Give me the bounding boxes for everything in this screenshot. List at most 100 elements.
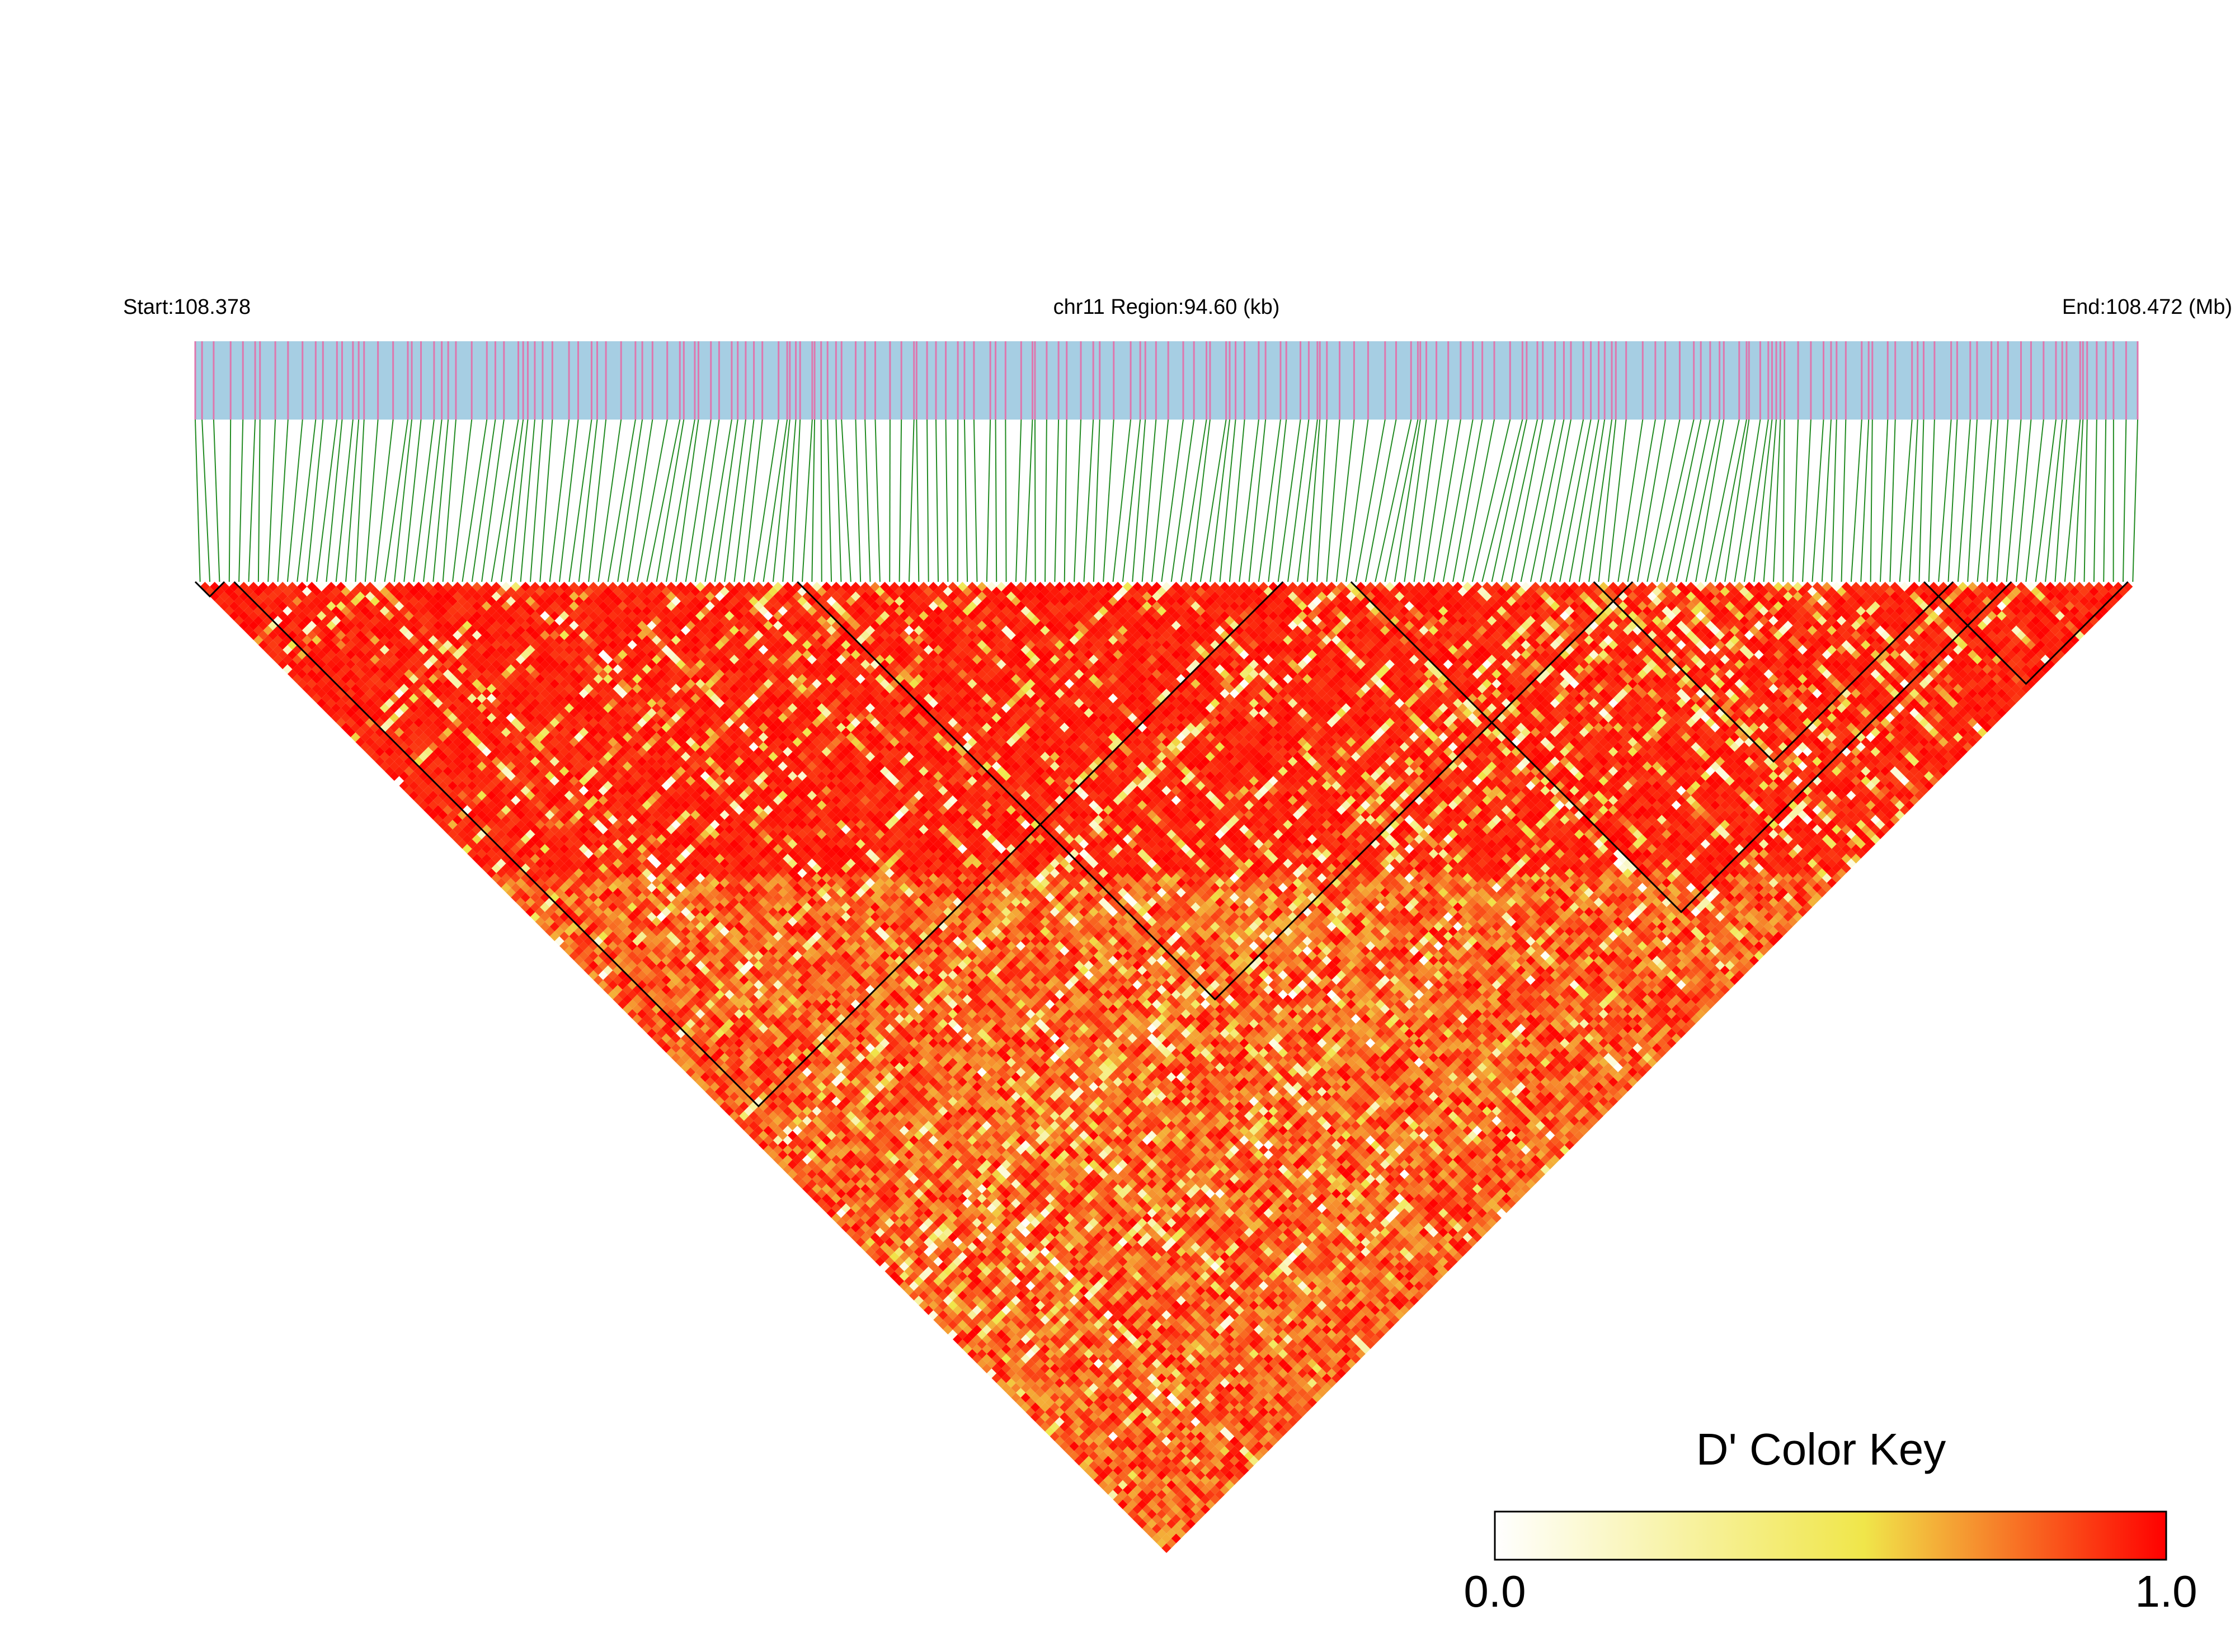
ld-cell (841, 1203, 851, 1213)
snp-connector-line (1782, 419, 1785, 582)
ld-cell (1156, 1519, 1166, 1529)
ld-cell (1127, 1509, 1137, 1519)
snp-connector-line (1850, 419, 1862, 582)
ld-cell (836, 1208, 846, 1218)
snp-connector-line (1297, 419, 1318, 582)
snp-connector-line (1928, 419, 1935, 582)
ld-cell (482, 844, 492, 854)
ld-cell (894, 1266, 905, 1277)
ld-cell (578, 941, 589, 951)
ld-cell (443, 805, 453, 815)
ld-cell (472, 825, 482, 835)
ld-cell (783, 1145, 793, 1155)
ld-cell (943, 1305, 953, 1315)
ld-cell (467, 829, 477, 840)
snp-connector-line (1064, 419, 1067, 582)
snp-connector-line (1141, 419, 1157, 582)
snp-connector-line (898, 419, 902, 582)
ld-cell (394, 747, 404, 757)
ld-cell (802, 1184, 812, 1194)
ld-cell (1025, 1387, 1036, 1398)
ld-cell (1030, 1392, 1041, 1402)
ld-cell (1084, 1465, 1094, 1476)
ld-cell (321, 684, 332, 694)
snp-connector-line (1054, 419, 1060, 582)
ld-cell (404, 776, 414, 786)
snp-connector-line (2132, 419, 2138, 582)
ld-cell (1108, 1480, 1118, 1490)
snp-connector-line (1258, 419, 1281, 582)
ld-cell (554, 926, 564, 936)
snp-connector-line (1549, 419, 1584, 582)
ld-cell (1089, 1461, 1099, 1471)
ld-cell (1161, 1533, 1171, 1543)
snp-connector-line (1636, 419, 1666, 582)
snp-connector-line (1899, 419, 1913, 582)
ld-cell (593, 946, 604, 956)
ld-cell (593, 956, 604, 966)
ld-cell (695, 1048, 705, 1058)
ld-cell (933, 1305, 943, 1315)
snp-connector-line (1889, 419, 1896, 582)
ld-cell (676, 1057, 686, 1067)
ld-cell (438, 809, 448, 820)
snp-connector-line (926, 419, 929, 582)
ld-cell (307, 659, 317, 670)
start-label: Start:108.378 (123, 295, 251, 319)
snp-connector-line (1132, 419, 1146, 582)
ld-cell (433, 795, 443, 806)
ld-cell (549, 931, 559, 942)
snp-connector-line (1860, 419, 1870, 582)
snp-connector-line (326, 419, 343, 582)
ld-cell (928, 1291, 939, 1301)
ld-cell (1098, 1480, 1108, 1490)
snp-connector-line (1977, 419, 1992, 582)
ld-cell (506, 887, 516, 898)
ld-cell (248, 620, 258, 630)
snp-connector-line (1598, 419, 1617, 582)
ld-cell (875, 1247, 885, 1257)
snp-connector-line (335, 419, 354, 582)
snp-connector-line (481, 419, 505, 582)
ld-cell (850, 1213, 861, 1223)
snp-connector-line (297, 419, 317, 582)
ld-cell (996, 1378, 1006, 1388)
ld-cell (506, 868, 516, 878)
ld-cell (404, 766, 414, 776)
ld-cell (1006, 1387, 1016, 1398)
snp-connector-line (393, 419, 413, 582)
ld-cell (855, 1237, 865, 1248)
snp-connector-line (1802, 419, 1811, 582)
ld-cell (350, 703, 361, 713)
ld-cell (1079, 1441, 1089, 1451)
ld-cell (1001, 1373, 1011, 1383)
ld-cell (317, 698, 327, 708)
snp-connector-line (1666, 419, 1702, 582)
ld-cell (797, 1179, 807, 1189)
ld-cell (1074, 1446, 1084, 1456)
snp-connector-line (1831, 419, 1837, 582)
ld-cell (749, 1111, 759, 1121)
ld-cell (283, 664, 293, 674)
ld-cell (870, 1251, 880, 1262)
snp-connector-line (935, 419, 939, 582)
snp-connector-line (374, 419, 394, 582)
snp-connector-line (1462, 419, 1495, 582)
ld-cell (836, 1198, 846, 1208)
snp-connector-line (2122, 419, 2127, 582)
ld-cell (433, 815, 443, 825)
snp-connector-line (578, 419, 598, 582)
snp-connector-line (413, 419, 435, 582)
snp-connector-line (1345, 419, 1369, 582)
ld-cell (996, 1368, 1006, 1378)
snp-connector-line (820, 419, 822, 582)
ld-cell (501, 854, 511, 864)
ld-cell (1093, 1465, 1104, 1476)
ld-cell (312, 674, 322, 684)
ld-cell (501, 873, 511, 883)
ld-cell (671, 1023, 681, 1034)
ld-cell (671, 1033, 681, 1043)
ld-cell (413, 785, 424, 796)
ld-cell (389, 771, 399, 781)
ld-cell (501, 863, 511, 873)
